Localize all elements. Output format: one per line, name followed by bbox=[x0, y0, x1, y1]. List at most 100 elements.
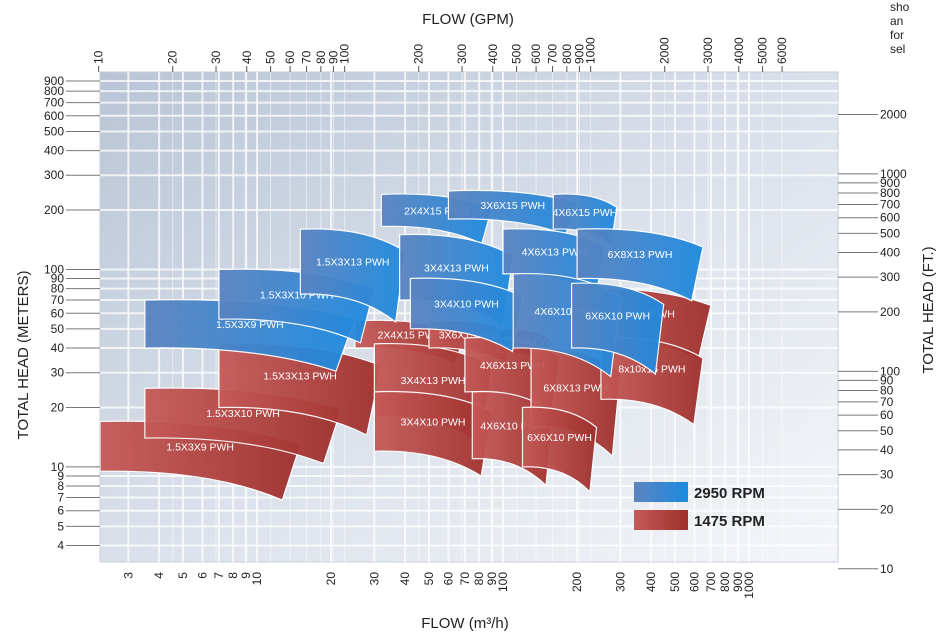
x-bottom-tick-label: 50 bbox=[422, 572, 436, 586]
pump-region-label-1475: 4X6X13 PWH bbox=[480, 360, 545, 372]
x-bottom-tick-label: 700 bbox=[704, 572, 718, 592]
y-right-tick-label: 200 bbox=[880, 305, 900, 319]
y-right-axis-title: TOTAL HEAD (FT.) bbox=[920, 246, 937, 373]
y-left-tick-label: 20 bbox=[51, 400, 65, 414]
y-right-tick-label: 700 bbox=[880, 197, 900, 211]
x-bottom-tick-label: 3 bbox=[121, 572, 135, 579]
y-left-tick-label: 80 bbox=[51, 282, 65, 296]
y-left-tick-label: 70 bbox=[51, 293, 65, 307]
legend-swatch-1475 bbox=[634, 510, 688, 530]
x-bottom-tick-label: 6 bbox=[195, 572, 209, 579]
y-right-tick-label: 800 bbox=[880, 186, 900, 200]
pump-region-label-2950: 6X6X10 PWH bbox=[585, 311, 650, 323]
x-top-tick-label: 20 bbox=[166, 50, 180, 64]
y-left-tick-label: 4 bbox=[57, 539, 64, 553]
x-top-tick-label: 90 bbox=[326, 50, 340, 64]
x-bottom-tick-label: 20 bbox=[324, 572, 338, 586]
x-top-tick-label: 600 bbox=[529, 44, 543, 64]
y-right-tick-label: 900 bbox=[880, 176, 900, 190]
x-top-tick-label: 400 bbox=[486, 44, 500, 64]
x-top-tick-label: 500 bbox=[510, 44, 524, 64]
x-bottom-tick-label: 60 bbox=[441, 572, 455, 586]
x-bottom-tick-label: 70 bbox=[458, 572, 472, 586]
pump-region-label-2950: 3X4X10 PWH bbox=[434, 299, 499, 311]
x-top-tick-label: 300 bbox=[455, 44, 469, 64]
x-bottom-tick-label: 300 bbox=[613, 572, 627, 592]
pump-region-label-1475: 1.5X3X13 PWH bbox=[263, 371, 337, 383]
x-top-tick-label: 5000 bbox=[756, 37, 770, 64]
y-left-tick-label: 40 bbox=[51, 341, 65, 355]
x-top-tick-label: 700 bbox=[546, 44, 560, 64]
pump-region-2950 bbox=[570, 282, 665, 376]
y-right-tick-label: 600 bbox=[880, 211, 900, 225]
x-bottom-tick-label: 90 bbox=[485, 572, 499, 586]
legend-label-1475: 1475 RPM bbox=[694, 513, 765, 530]
legend-label-2950: 2950 RPM bbox=[694, 485, 765, 502]
y-left-tick-label: 500 bbox=[44, 124, 64, 138]
pump-region-label-1475: 1.5X3X10 PWH bbox=[206, 408, 280, 420]
legend-swatch-2950 bbox=[634, 482, 688, 502]
y-left-tick-label: 60 bbox=[51, 306, 65, 320]
pump-region-label-1475: 6X8X13 PWH bbox=[543, 382, 608, 394]
x-bottom-tick-label: 10 bbox=[250, 572, 264, 586]
y-left-tick-label: 400 bbox=[44, 144, 64, 158]
x-top-tick-label: 80 bbox=[314, 50, 328, 64]
corner-note-line: sho bbox=[890, 0, 910, 14]
corner-note-line: sel bbox=[890, 42, 906, 56]
legend: 2950 RPM 1475 RPM bbox=[634, 482, 765, 530]
x-bottom-tick-label: 7 bbox=[212, 572, 226, 579]
x-bottom-axis-title: FLOW (m³/h) bbox=[421, 615, 509, 632]
x-bottom-tick-label: 500 bbox=[668, 572, 682, 592]
x-bottom-tick-label: 40 bbox=[398, 572, 412, 586]
pump-region-label-2950: 4X6X15 PWH bbox=[553, 207, 618, 219]
y-left-tick-label: 300 bbox=[44, 168, 64, 182]
y-right-tick-label: 40 bbox=[880, 443, 894, 457]
pump-region-2950 bbox=[409, 277, 524, 353]
corner-note: sho an for sel bbox=[890, 0, 940, 56]
y-left-tick-label: 100 bbox=[44, 262, 64, 276]
x-bottom-tick-label: 9 bbox=[239, 572, 253, 579]
x-bottom-tick-label: 80 bbox=[472, 572, 486, 586]
pump-region-label-1475: 2X4X15 PWH bbox=[378, 329, 443, 341]
y-right-tick-label: 500 bbox=[880, 226, 900, 240]
x-top-tick-label: 40 bbox=[240, 50, 254, 64]
y-right-tick-label: 2000 bbox=[880, 107, 907, 121]
corner-note-line: an bbox=[890, 14, 904, 28]
x-top-tick-label: 30 bbox=[209, 50, 223, 64]
y-right-tick-label: 60 bbox=[880, 408, 894, 422]
pump-region-label-2950: 4X6X13 PWH bbox=[522, 247, 587, 259]
x-top-tick-label: 50 bbox=[264, 50, 278, 64]
x-top-tick-label: 2000 bbox=[658, 37, 672, 64]
y-right-tick-label: 80 bbox=[880, 383, 894, 397]
pump-region-label-2950: 6X8X13 PWH bbox=[608, 249, 673, 261]
y-left-tick-label: 5 bbox=[57, 519, 64, 533]
y-left-tick-label: 9 bbox=[57, 469, 64, 483]
y-left-tick-label: 6 bbox=[57, 504, 64, 518]
y-right-tick-label: 300 bbox=[880, 270, 900, 284]
x-top-tick-label: 10 bbox=[92, 50, 106, 64]
y-right-tick-label: 90 bbox=[880, 373, 894, 387]
x-bottom-tick-label: 400 bbox=[644, 572, 658, 592]
x-top-tick-label: 60 bbox=[283, 50, 297, 64]
pump-region-label-1475: 3X4X13 PWH bbox=[401, 375, 466, 387]
pump-region-label-1475: 6X6X10 PWH bbox=[527, 432, 592, 444]
corner-note-line: for bbox=[890, 28, 905, 42]
x-bottom-tick-label: 100 bbox=[496, 572, 510, 592]
pump-region-label-2950: 3X4X13 PWH bbox=[424, 262, 489, 274]
pump-region-label-2950: 1.5X3X9 PWH bbox=[216, 319, 284, 331]
x-top-tick-label: 100 bbox=[338, 44, 352, 64]
x-top-tick-label: 200 bbox=[412, 44, 426, 64]
x-bottom-tick-label: 800 bbox=[718, 572, 732, 592]
x-bottom-tick-label: 4 bbox=[152, 572, 166, 579]
x-bottom-tick-label: 8 bbox=[226, 572, 240, 579]
y-left-tick-label: 700 bbox=[44, 96, 64, 110]
x-bottom-tick-label: 200 bbox=[570, 572, 584, 592]
y-left-axis-title: TOTAL HEAD (METERS) bbox=[15, 271, 32, 440]
y-right-tick-label: 70 bbox=[880, 395, 894, 409]
pump-region-label-2950: 1.5X3X13 PWH bbox=[316, 257, 390, 269]
y-right-tick-label: 10 bbox=[880, 562, 894, 576]
